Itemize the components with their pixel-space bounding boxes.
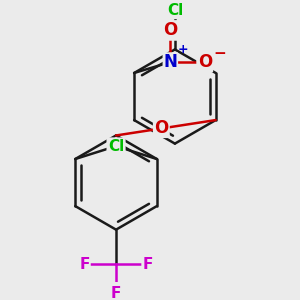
Text: O: O [163,21,178,39]
Text: O: O [154,119,169,137]
Text: Cl: Cl [167,3,183,18]
Text: Cl: Cl [108,139,124,154]
Text: Cl: Cl [108,139,124,154]
Text: F: F [142,256,153,272]
Text: −: − [214,46,226,61]
Text: N: N [164,53,177,71]
Text: F: F [111,286,121,300]
Text: O: O [198,53,212,71]
Text: F: F [79,256,89,272]
Text: +: + [178,43,188,56]
